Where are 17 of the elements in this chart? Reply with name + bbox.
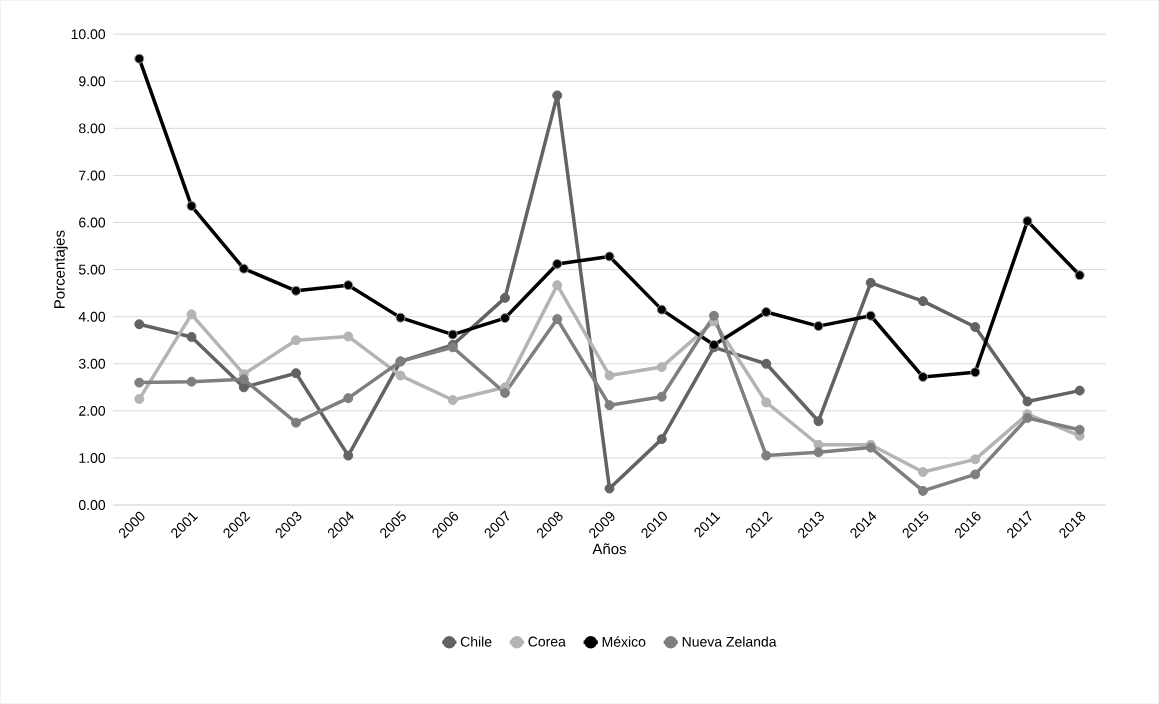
y-tick-label: 9.00 <box>79 76 106 87</box>
y-tick-label: 6.00 <box>79 217 106 228</box>
y-tick-label: 5.00 <box>78 264 106 275</box>
y-tick-label: 1.00 <box>79 452 106 463</box>
x-axis-title: Años <box>592 543 627 555</box>
y-tick-label: 4.00 <box>78 311 106 322</box>
legend-label: Corea <box>528 636 566 647</box>
y-tick-label: 2.00 <box>79 405 106 416</box>
y-tick-label: 8.00 <box>79 123 106 134</box>
legend-label: Chile <box>460 636 492 647</box>
y-tick-label: 0.00 <box>78 499 106 510</box>
legend-label: México <box>602 636 646 647</box>
legend-label: Nueva Zelanda <box>682 636 777 647</box>
y-tick-label: 3.00 <box>78 358 106 369</box>
y-axis-title: Porcentajes <box>53 230 68 308</box>
y-tick-label: 10.00 <box>71 29 106 40</box>
y-tick-label: 7.00 <box>79 170 106 181</box>
